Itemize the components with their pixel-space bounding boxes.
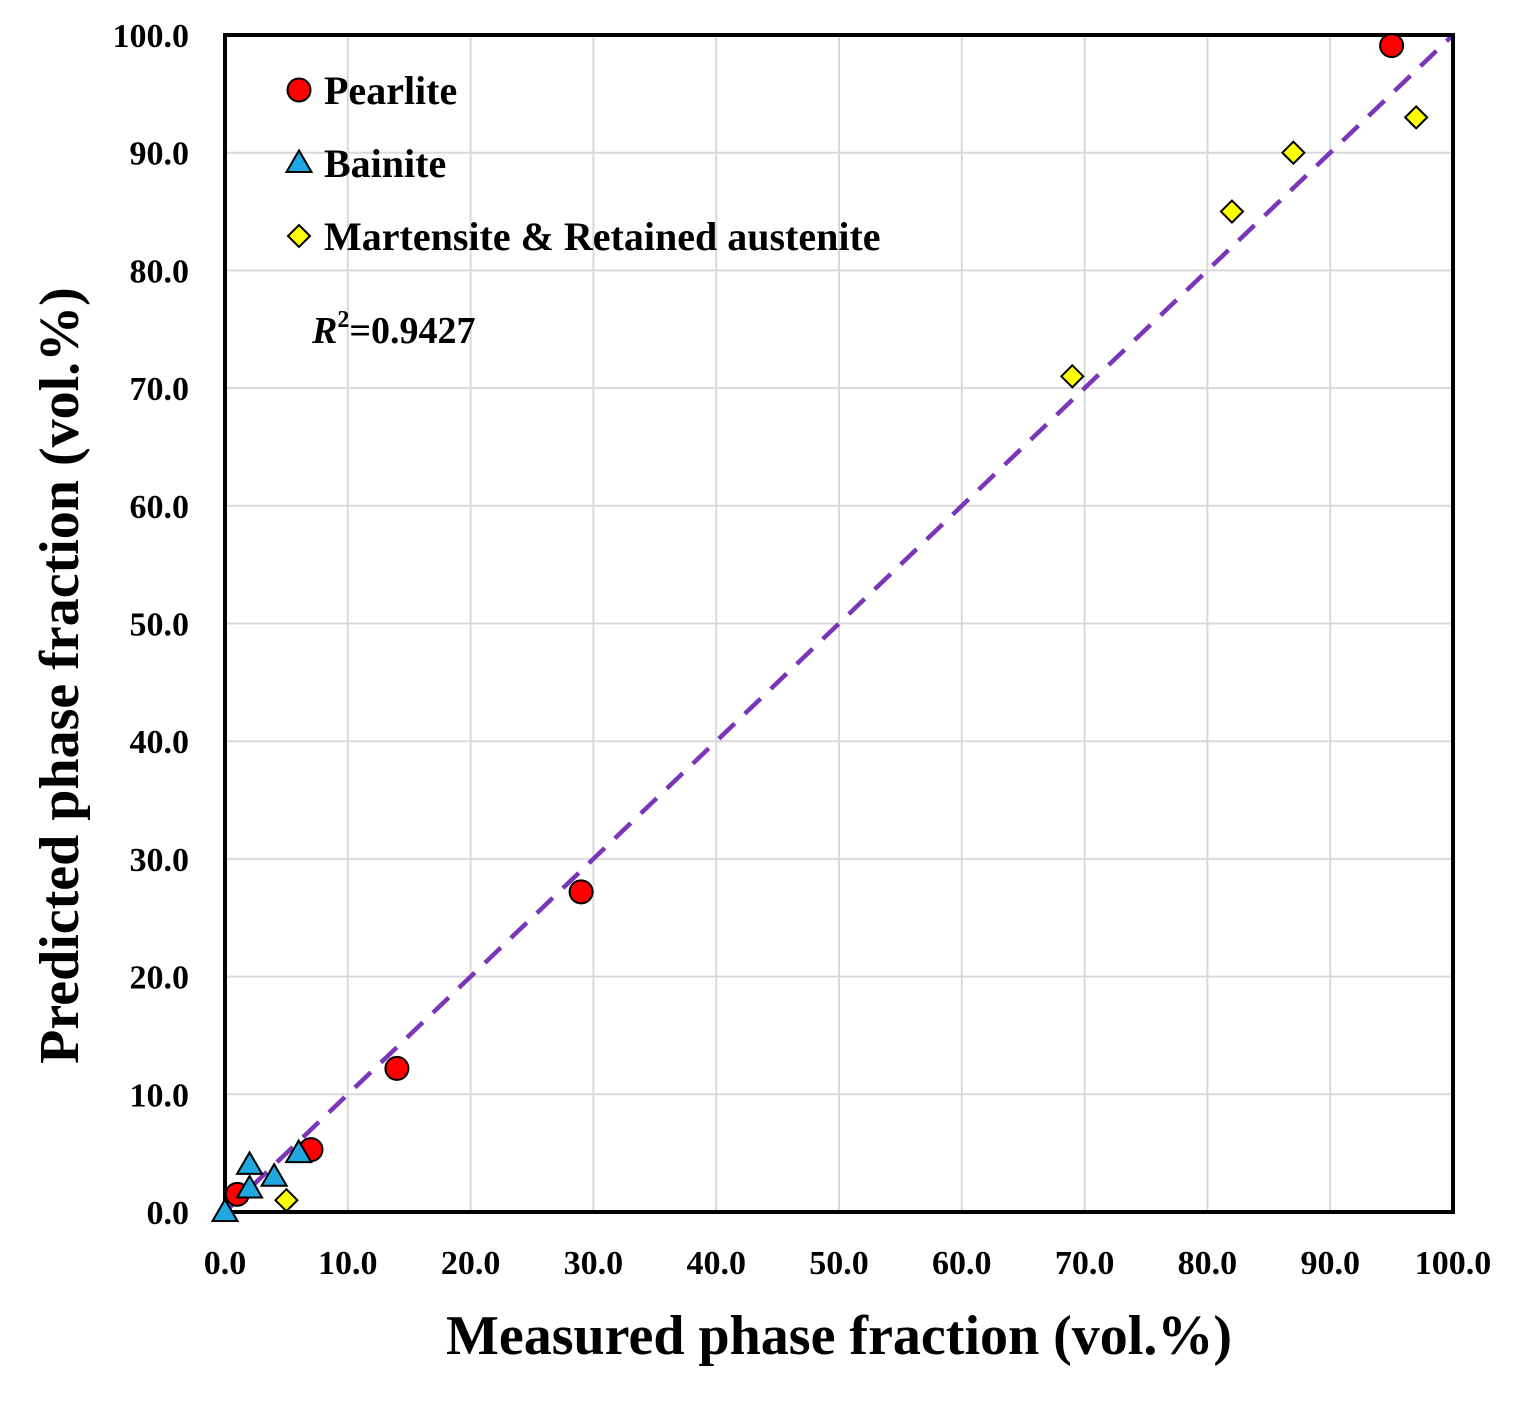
y-tick-label: 10.0 <box>130 1077 190 1114</box>
y-axis-ticks: 0.0 10.0 20.0 30.0 40.0 50.0 60.0 70.0 80.0 90.0 1… <box>113 18 190 1232</box>
diamond-point <box>273 1187 299 1213</box>
x-tick-label: 80.0 <box>1178 1245 1238 1282</box>
legend-label: Martensite & Retained austenite <box>324 214 881 259</box>
x-tick-label: 30.0 <box>564 1245 624 1282</box>
legend-label: Bainite <box>324 141 446 186</box>
circle-point <box>1379 33 1405 59</box>
x-axis-ticks: 0.0 10.0 20.0 30.0 40.0 50.0 60.0 70.0 80.0 90.0 1… <box>204 1245 1492 1282</box>
x-tick-label: 70.0 <box>1055 1245 1115 1282</box>
r-squared-annotation: R2=0.9427 <box>311 307 476 352</box>
triangle-point <box>284 1138 313 1164</box>
legend: Pearlite Bainite Martensite & Retained aus… <box>284 68 881 259</box>
legend-triangle-marker <box>284 148 314 173</box>
y-tick-label: 30.0 <box>130 842 190 879</box>
circle-point <box>568 879 594 905</box>
legend-label: Pearlite <box>324 68 457 113</box>
diamond-point <box>1403 104 1429 130</box>
circle-point <box>384 1055 410 1081</box>
x-axis-title: Measured phase fraction (vol.%) <box>446 1305 1232 1367</box>
diamond-point <box>1059 363 1085 389</box>
triangle-point <box>210 1197 240 1222</box>
x-tick-label: 60.0 <box>932 1245 992 1282</box>
y-tick-label: 20.0 <box>130 960 190 997</box>
triangle-point <box>235 1173 264 1199</box>
y-tick-label: 60.0 <box>130 489 190 526</box>
y-tick-label: 40.0 <box>130 724 190 761</box>
x-tick-label: 50.0 <box>809 1245 869 1282</box>
y-tick-label: 90.0 <box>130 136 190 173</box>
r-squared-value: =0.9427 <box>349 310 475 352</box>
legend-circle-marker <box>286 77 312 103</box>
y-tick-label: 70.0 <box>130 371 190 408</box>
x-tick-label: 40.0 <box>686 1245 746 1282</box>
triangle-point <box>235 1150 264 1175</box>
diamond-point <box>1219 199 1245 224</box>
x-tick-label: 100.0 <box>1415 1245 1492 1282</box>
x-tick-label: 90.0 <box>1300 1245 1360 1282</box>
y-axis-title: Predicted phase fraction (vol.%) <box>29 287 91 1064</box>
y-tick-label: 0.0 <box>147 1195 190 1232</box>
reference-line-y-equals-x <box>223 33 1455 1214</box>
y-tick-label: 50.0 <box>130 607 190 644</box>
y-tick-label: 80.0 <box>130 253 190 290</box>
legend-diamond-marker <box>286 223 312 249</box>
triangle-point <box>259 1162 289 1187</box>
x-tick-label: 20.0 <box>441 1245 501 1282</box>
diamond-point <box>1280 140 1306 166</box>
r-squared-superscript: 2 <box>337 307 349 333</box>
x-tick-label: 0.0 <box>204 1245 247 1282</box>
data-points <box>210 33 1429 1222</box>
y-tick-label: 100.0 <box>113 18 190 55</box>
plot-area-frame <box>223 33 1455 1214</box>
r-squared-symbol: R <box>311 310 337 352</box>
x-tick-label: 10.0 <box>318 1245 378 1282</box>
